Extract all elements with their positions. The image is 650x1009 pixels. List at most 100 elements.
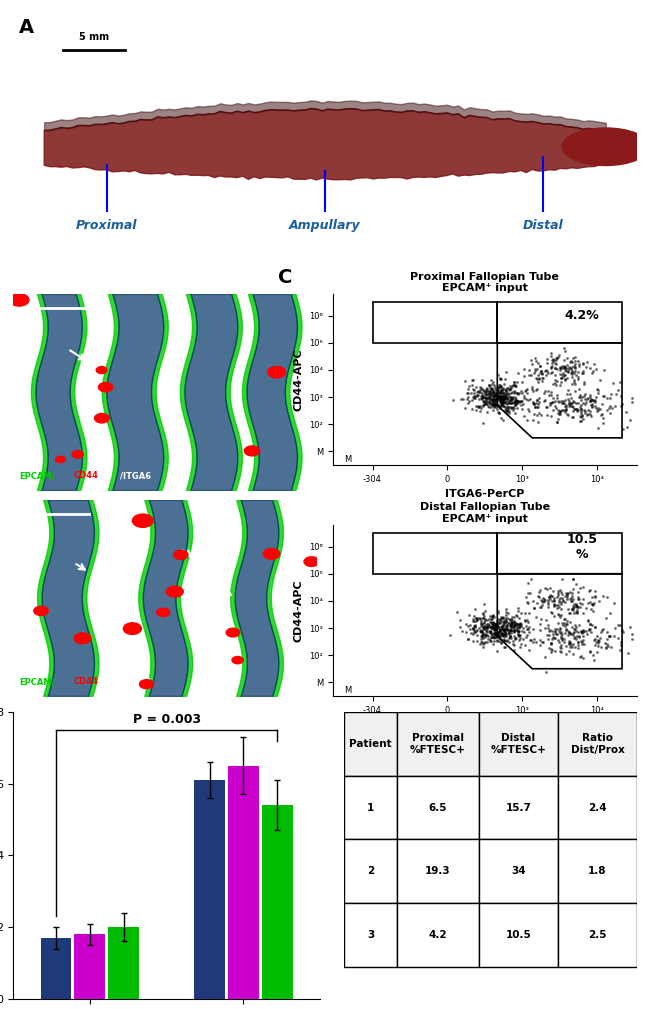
Point — [476, 616, 486, 633]
Point — [528, 395, 538, 411]
Point — [487, 615, 497, 632]
Point — [567, 593, 577, 609]
Point — [499, 611, 509, 628]
Circle shape — [268, 366, 285, 378]
Point — [521, 629, 532, 645]
Point — [497, 396, 507, 412]
Point — [575, 649, 585, 665]
Point — [489, 400, 499, 416]
Point — [574, 388, 584, 405]
Point — [489, 390, 500, 407]
Point — [531, 381, 541, 398]
Point — [606, 386, 616, 403]
Point — [472, 611, 482, 628]
Point — [551, 377, 561, 394]
Point — [467, 401, 478, 417]
Point — [479, 614, 489, 631]
Point — [494, 615, 504, 632]
Point — [606, 639, 616, 655]
Point — [484, 377, 494, 394]
Point — [514, 621, 524, 637]
Point — [552, 589, 562, 605]
Point — [493, 406, 504, 422]
Point — [482, 619, 492, 635]
Point — [616, 635, 626, 651]
Point — [493, 380, 503, 397]
Text: Patient: Patient — [349, 739, 392, 749]
Point — [540, 399, 551, 415]
Point — [480, 390, 490, 407]
Point — [509, 621, 519, 637]
Circle shape — [10, 294, 29, 306]
Point — [501, 380, 512, 397]
Point — [514, 628, 525, 644]
Point — [499, 613, 510, 630]
Point — [549, 593, 559, 609]
Point — [498, 388, 508, 405]
Bar — [558, 711, 637, 776]
Point — [587, 391, 597, 408]
Point — [579, 386, 590, 403]
Point — [535, 358, 545, 374]
Point — [508, 374, 519, 390]
Point — [584, 623, 594, 639]
Point — [555, 590, 566, 606]
Point — [565, 583, 575, 599]
Point — [547, 593, 557, 609]
Point — [555, 404, 566, 420]
Point — [582, 594, 593, 610]
Point — [530, 363, 540, 379]
Point — [510, 405, 521, 421]
Point — [575, 386, 586, 403]
Point — [499, 625, 510, 641]
Point — [623, 645, 633, 661]
Point — [507, 378, 517, 395]
Point — [550, 624, 560, 640]
Point — [502, 620, 513, 636]
Point — [573, 363, 583, 379]
Point — [622, 419, 632, 435]
Point — [559, 631, 569, 647]
Point — [513, 603, 523, 620]
Point — [563, 381, 573, 398]
Point — [555, 369, 566, 385]
Point — [589, 393, 599, 409]
Point — [467, 372, 478, 388]
Point — [512, 620, 522, 636]
Circle shape — [34, 606, 48, 615]
Point — [564, 591, 575, 607]
Point — [511, 623, 521, 639]
Point — [590, 594, 600, 610]
Point — [566, 398, 576, 414]
Point — [554, 361, 565, 377]
Point — [577, 605, 588, 622]
Point — [495, 378, 505, 395]
Point — [523, 642, 534, 658]
Point — [578, 650, 589, 666]
Point — [573, 371, 583, 387]
Point — [480, 612, 490, 629]
Point — [498, 395, 508, 411]
Point — [472, 628, 482, 644]
Point — [512, 615, 522, 632]
Point — [563, 390, 573, 407]
Point — [560, 402, 571, 418]
Point — [616, 616, 626, 633]
Point — [498, 627, 508, 643]
Point — [485, 624, 495, 640]
Point — [458, 390, 468, 407]
Point — [484, 608, 495, 625]
Point — [465, 625, 476, 641]
Point — [496, 385, 506, 402]
Text: EPCAM/: EPCAM/ — [19, 677, 55, 686]
Point — [575, 406, 586, 422]
Point — [571, 620, 581, 636]
Point — [543, 594, 554, 610]
Point — [481, 385, 491, 402]
Point — [481, 389, 491, 406]
Point — [490, 621, 501, 637]
Point — [552, 386, 562, 403]
Point — [569, 364, 579, 380]
Point — [481, 623, 491, 639]
Point — [484, 395, 494, 411]
